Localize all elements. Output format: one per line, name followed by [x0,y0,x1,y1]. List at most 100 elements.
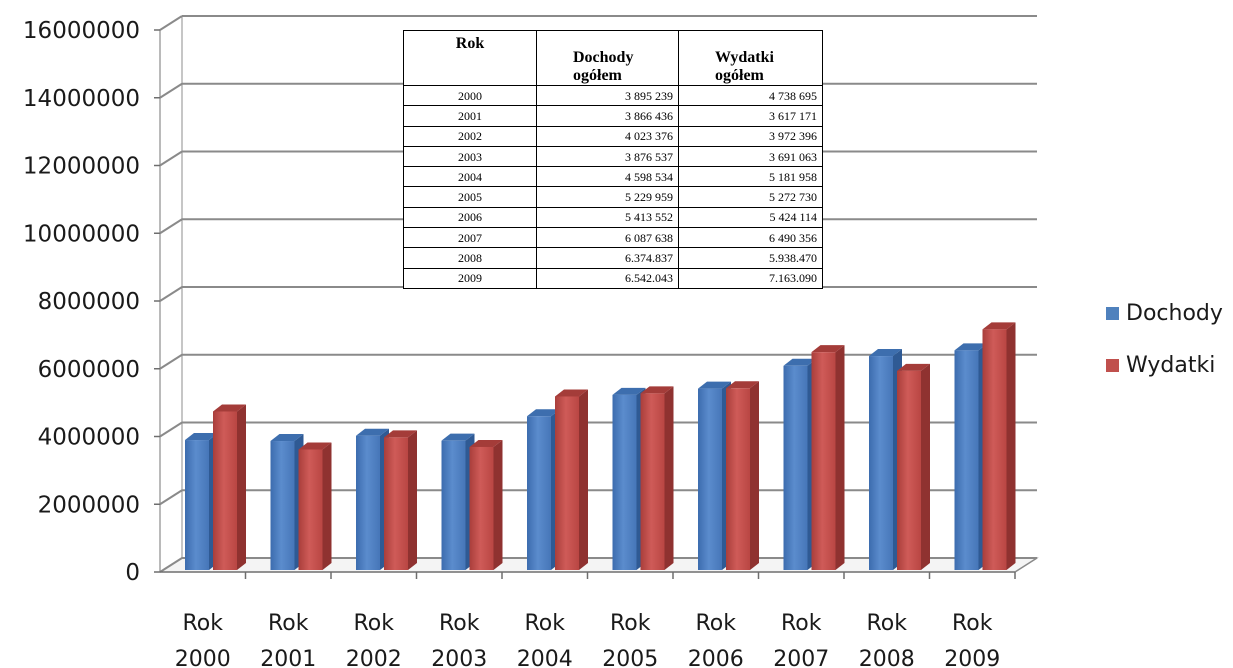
bar-top [869,349,902,357]
y-tick-label: 8000000 [38,289,140,315]
x-tick-label: Rok 2009 [944,611,1000,668]
x-tick-label: Rok 2000 [175,611,231,668]
bar [897,363,930,570]
table-cell-dochody: 4 023 376 [536,125,679,147]
table-row: 2001 3 866 436 3 617 171 [403,105,823,127]
bar-top [356,428,389,436]
axes [160,557,1038,579]
table-row: 2006 5 413 552 5 424 114 [403,206,823,229]
table-cell-year: 2007 [403,227,537,249]
bar-front [612,394,637,570]
y-tick-label: 12000000 [23,154,140,180]
bar-top [469,439,503,447]
bar-top [897,363,930,371]
bar-side [493,439,503,570]
bar-top [612,387,646,395]
table-row: 2003 3 876 537 3 691 063 [403,145,823,168]
bar-front [527,416,551,570]
table-cell-dochody: 6 087 638 [536,227,679,249]
legend-label-dochody: Dochody [1126,301,1223,326]
bar-front [384,437,408,570]
table-cell-year: 2005 [403,186,537,208]
bar-side [664,386,674,570]
bar-front [811,352,836,570]
bar-top [185,433,218,441]
table-cell-dochody: 5 229 959 [536,186,679,208]
bar-front [783,365,808,570]
bar-top [213,404,246,412]
table-cell-wydatki: 7.163.090 [678,267,823,290]
bar [555,389,588,570]
bar-top [555,389,588,397]
table-cell-year: 2003 [403,145,537,168]
legend-label-wydatki: Wydatki [1126,353,1215,378]
bar-front [555,396,579,570]
y-tick-label: 16000000 [23,18,140,44]
table-row: 2005 5 229 959 5 272 730 [403,186,823,208]
y-tick-label: 2000000 [38,492,140,518]
table-cell-year: 2004 [403,166,537,188]
bar-top [527,409,560,417]
legend: Dochody Wydatki [1106,301,1223,378]
bar-front [640,393,665,570]
header-rok: Rok [403,30,537,86]
bar-side [322,442,332,570]
bar [469,439,503,570]
table-cell-wydatki: 3 617 171 [678,105,823,127]
bar-front [869,356,893,570]
legend-swatch-dochody [1106,307,1119,320]
gridline-depth [159,353,183,370]
bar-top [726,381,759,389]
x-tick-label: Rok 2004 [517,611,573,668]
bar-front [185,440,209,570]
bar-front [356,435,380,570]
table-cell-dochody: 6.542.043 [536,267,679,290]
bar-front [441,440,466,570]
data-table: Rok Dochody ogółem Wydatki ogółem 2000 3 89… [403,30,823,290]
table-row: 2008 6.374.837 5.938.470 [403,247,823,269]
bar [640,386,674,570]
header-wydatki: Wydatki ogółem [678,30,823,86]
bar-front [270,441,295,570]
gridline-depth [159,421,183,438]
y-tick-labels: 0 2000000 4000000 6000000 8000000 10000000 120… [23,18,140,586]
table-cell-dochody: 3 876 537 [536,145,679,168]
bar-front [213,411,237,570]
table-cell-year: 2000 [403,84,537,107]
bar [811,345,845,570]
bar-top [441,433,475,441]
table-cell-year: 2009 [403,267,537,290]
gridline-depth [159,489,183,506]
bar-side [408,430,417,570]
bar [384,430,417,570]
table-row: 2000 3 895 239 4 738 695 [403,84,823,107]
table-cell-wydatki: 3 691 063 [678,145,823,168]
gridline-depth [159,150,183,167]
x-tick-label: Rok 2005 [602,611,658,668]
table-header-row: Rok Dochody ogółem Wydatki ogółem [403,30,823,86]
bar [213,404,246,570]
table-cell-wydatki: 5.938.470 [678,247,823,269]
legend-swatch-wydatki [1106,359,1119,372]
bars [185,322,1016,570]
header-dochody: Dochody ogółem [536,30,679,86]
bar-front [469,446,494,570]
x-tick-label: Rok 2007 [773,611,829,668]
table-cell-dochody: 6.374.837 [536,247,679,269]
table-cell-dochody: 3 895 239 [536,84,679,107]
table-cell-year: 2002 [403,125,537,147]
bar [982,322,1016,570]
bar-side [921,363,930,570]
table-cell-dochody: 5 413 552 [536,206,679,229]
bar-top [954,343,988,351]
table-cell-wydatki: 4 738 695 [678,84,823,107]
bar-front [897,370,921,570]
x-tick-label: Rok 2003 [431,611,487,668]
bar-side [237,404,246,570]
gridline-depth [159,557,183,573]
bar-top [811,345,845,353]
table-cell-wydatki: 6 490 356 [678,227,823,249]
bar-top [298,442,332,450]
y-tick-label: 14000000 [23,86,140,112]
x-tick-labels: Rok 2000 Rok 2001 Rok 2002 Rok 2003 Rok 2004 Rok 20… [175,611,1001,668]
